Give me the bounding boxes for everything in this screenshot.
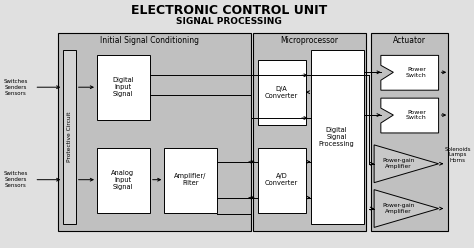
Text: Power
Switch: Power Switch bbox=[406, 67, 427, 78]
Bar bbox=[164, 148, 217, 213]
Bar bbox=[258, 60, 306, 125]
Bar bbox=[258, 148, 306, 213]
Bar bbox=[97, 55, 150, 120]
Polygon shape bbox=[374, 145, 438, 183]
Text: Analog
Input
Signal: Analog Input Signal bbox=[111, 170, 135, 190]
Text: Digital
Input
Signal: Digital Input Signal bbox=[112, 77, 134, 97]
Polygon shape bbox=[381, 55, 438, 90]
Text: ELECTRONIC CONTROL UNIT: ELECTRONIC CONTROL UNIT bbox=[131, 4, 327, 17]
Text: Switches
Senders
Sensors: Switches Senders Sensors bbox=[4, 171, 28, 188]
Bar bbox=[371, 32, 448, 231]
Polygon shape bbox=[374, 190, 438, 227]
Text: Solenoids
Lamps
Horns: Solenoids Lamps Horns bbox=[444, 147, 471, 163]
Text: A/D
Converter: A/D Converter bbox=[265, 173, 298, 186]
Bar bbox=[97, 148, 150, 213]
Text: Power
Switch: Power Switch bbox=[406, 110, 427, 121]
Text: Power-gain
Amplifier: Power-gain Amplifier bbox=[382, 158, 414, 169]
Text: D/A
Converter: D/A Converter bbox=[265, 86, 298, 99]
Text: Digital
Signal
Processing: Digital Signal Processing bbox=[319, 127, 355, 147]
Bar bbox=[63, 50, 76, 224]
Text: SIGNAL PROCESSING: SIGNAL PROCESSING bbox=[176, 17, 282, 26]
Text: Amplifier/
Filter: Amplifier/ Filter bbox=[174, 173, 207, 186]
Bar bbox=[310, 50, 364, 224]
Text: Switches
Senders
Sensors: Switches Senders Sensors bbox=[4, 79, 28, 95]
Polygon shape bbox=[381, 98, 438, 133]
Bar bbox=[58, 32, 251, 231]
Text: Power-gain
Amplifier: Power-gain Amplifier bbox=[382, 203, 414, 214]
Bar bbox=[253, 32, 366, 231]
Text: Microprocessor: Microprocessor bbox=[281, 36, 338, 45]
Text: Protective Circuit: Protective Circuit bbox=[67, 112, 72, 162]
Text: Actuator: Actuator bbox=[393, 36, 426, 45]
Text: Initial Signal Conditioning: Initial Signal Conditioning bbox=[100, 36, 200, 45]
